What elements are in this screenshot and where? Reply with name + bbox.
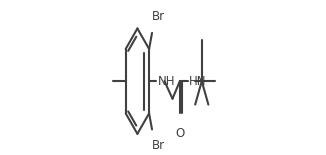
Text: Br: Br <box>152 139 165 152</box>
Text: HN: HN <box>189 75 206 88</box>
Text: O: O <box>175 126 185 140</box>
Text: NH: NH <box>158 75 175 88</box>
Text: Br: Br <box>152 10 165 23</box>
